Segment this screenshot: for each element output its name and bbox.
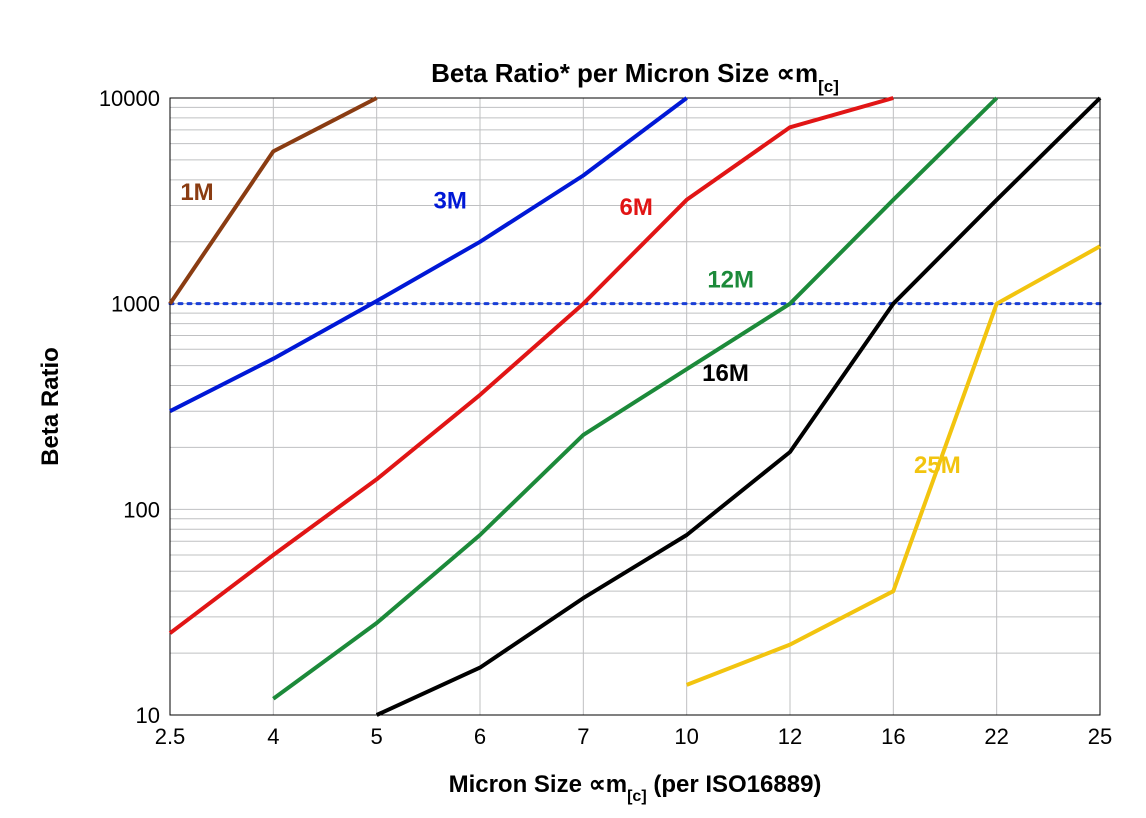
series-16m — [377, 98, 1100, 715]
y-tick-label: 100 — [123, 497, 160, 522]
series-label-6m: 6M — [620, 194, 653, 221]
series-label-25m: 25M — [914, 452, 961, 479]
x-tick-label: 5 — [371, 724, 383, 749]
x-axis-label: Micron Size ∝m[c] (per ISO16889) — [449, 771, 822, 805]
series-label-1m: 1M — [180, 179, 213, 206]
series-label-16m: 16M — [702, 360, 749, 387]
y-tick-label: 10 — [136, 703, 160, 728]
chart-title: Beta Ratio* per Micron Size ∝m[c] — [431, 58, 839, 96]
series-label-12m: 12M — [707, 266, 754, 293]
chart-container: 1M3M6M12M16M25M2.54567101216222510100100… — [0, 0, 1146, 818]
series-label-3m: 3M — [434, 188, 467, 215]
x-tick-label: 16 — [881, 724, 905, 749]
chart-svg: 1M3M6M12M16M25M2.54567101216222510100100… — [0, 0, 1146, 818]
x-tick-label: 4 — [267, 724, 279, 749]
x-tick-label: 6 — [474, 724, 486, 749]
x-tick-label: 25 — [1088, 724, 1112, 749]
y-tick-label: 1000 — [111, 292, 160, 317]
x-tick-label: 12 — [778, 724, 802, 749]
x-tick-label: 7 — [577, 724, 589, 749]
y-axis-label: Beta Ratio — [37, 347, 64, 466]
x-tick-label: 22 — [984, 724, 1008, 749]
x-tick-label: 10 — [674, 724, 698, 749]
series-12m — [273, 98, 996, 699]
series-3m — [170, 98, 687, 411]
y-tick-label: 10000 — [99, 86, 160, 111]
